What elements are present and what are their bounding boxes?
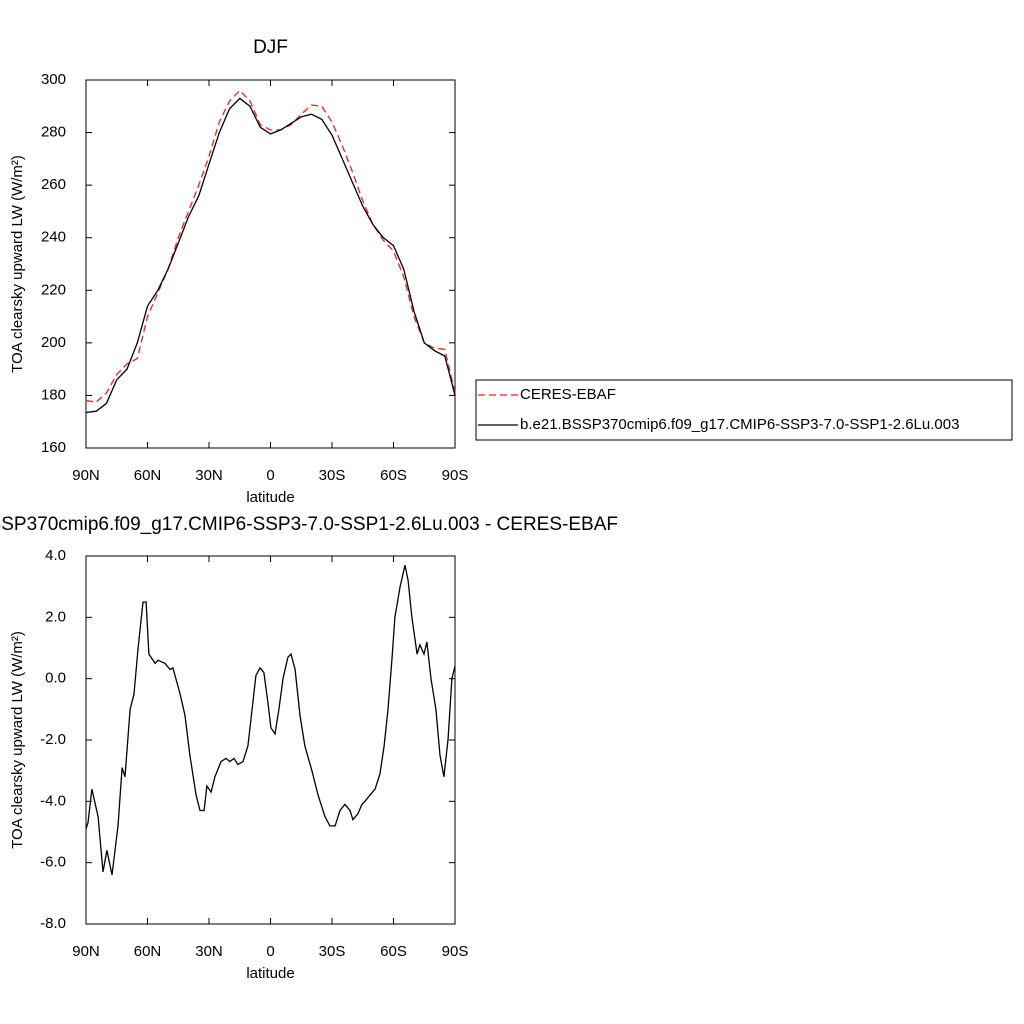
y-tick-label: 300 [41,71,66,88]
legend-label: b.e21.BSSP370cmip6.f09_g17.CMIP6-SSP3-7.… [520,416,959,433]
legend-box [475,379,1013,441]
chart-title: b.e21.BSSP370cmip6.f09_g17.CMIP6-SSP3-7.… [0,514,618,535]
x-tick-label: 30S [319,943,346,960]
x-tick-label: 90N [72,467,100,484]
y-tick-label: 220 [41,281,66,298]
y-axis-label: TOA clearsky upward LW (W/m²) [9,631,26,849]
y-tick-label: -2.0 [40,731,66,748]
x-tick-label: 60N [134,943,162,960]
x-axis-label: latitude [246,489,294,506]
x-tick-label: 0 [266,943,274,960]
x-tick-label: 90S [442,467,469,484]
y-tick-label: 160 [41,439,66,456]
y-tick-label: 2.0 [45,608,66,625]
x-tick-label: 90N [72,943,100,960]
y-tick-label: 4.0 [45,547,66,564]
chart-title: DJF [253,37,288,58]
x-tick-label: 0 [266,467,274,484]
y-axis-label: TOA clearsky upward LW (W/m²) [9,155,26,373]
data-line [85,565,456,876]
x-tick-label: 30N [195,943,223,960]
y-tick-label: 240 [41,229,66,246]
y-tick-label: 0.0 [45,670,66,687]
data-line [85,97,456,414]
plot-frame [85,555,456,925]
y-tick-label: 260 [41,176,66,193]
plot-frame [85,79,456,449]
y-tick-label: 200 [41,334,66,351]
legend-label: CERES-EBAF [520,386,616,403]
x-tick-label: 60S [380,467,407,484]
y-tick-label: -8.0 [40,915,66,932]
y-tick-label: -6.0 [40,854,66,871]
x-tick-label: 30S [319,467,346,484]
y-tick-label: 280 [41,124,66,141]
y-tick-label: 180 [41,386,66,403]
y-tick-label: -4.0 [40,792,66,809]
x-axis-label: latitude [246,965,294,982]
x-tick-label: 30N [195,467,223,484]
x-tick-label: 60N [134,467,162,484]
x-tick-label: 60S [380,943,407,960]
x-tick-label: 90S [442,943,469,960]
data-line [85,89,456,403]
